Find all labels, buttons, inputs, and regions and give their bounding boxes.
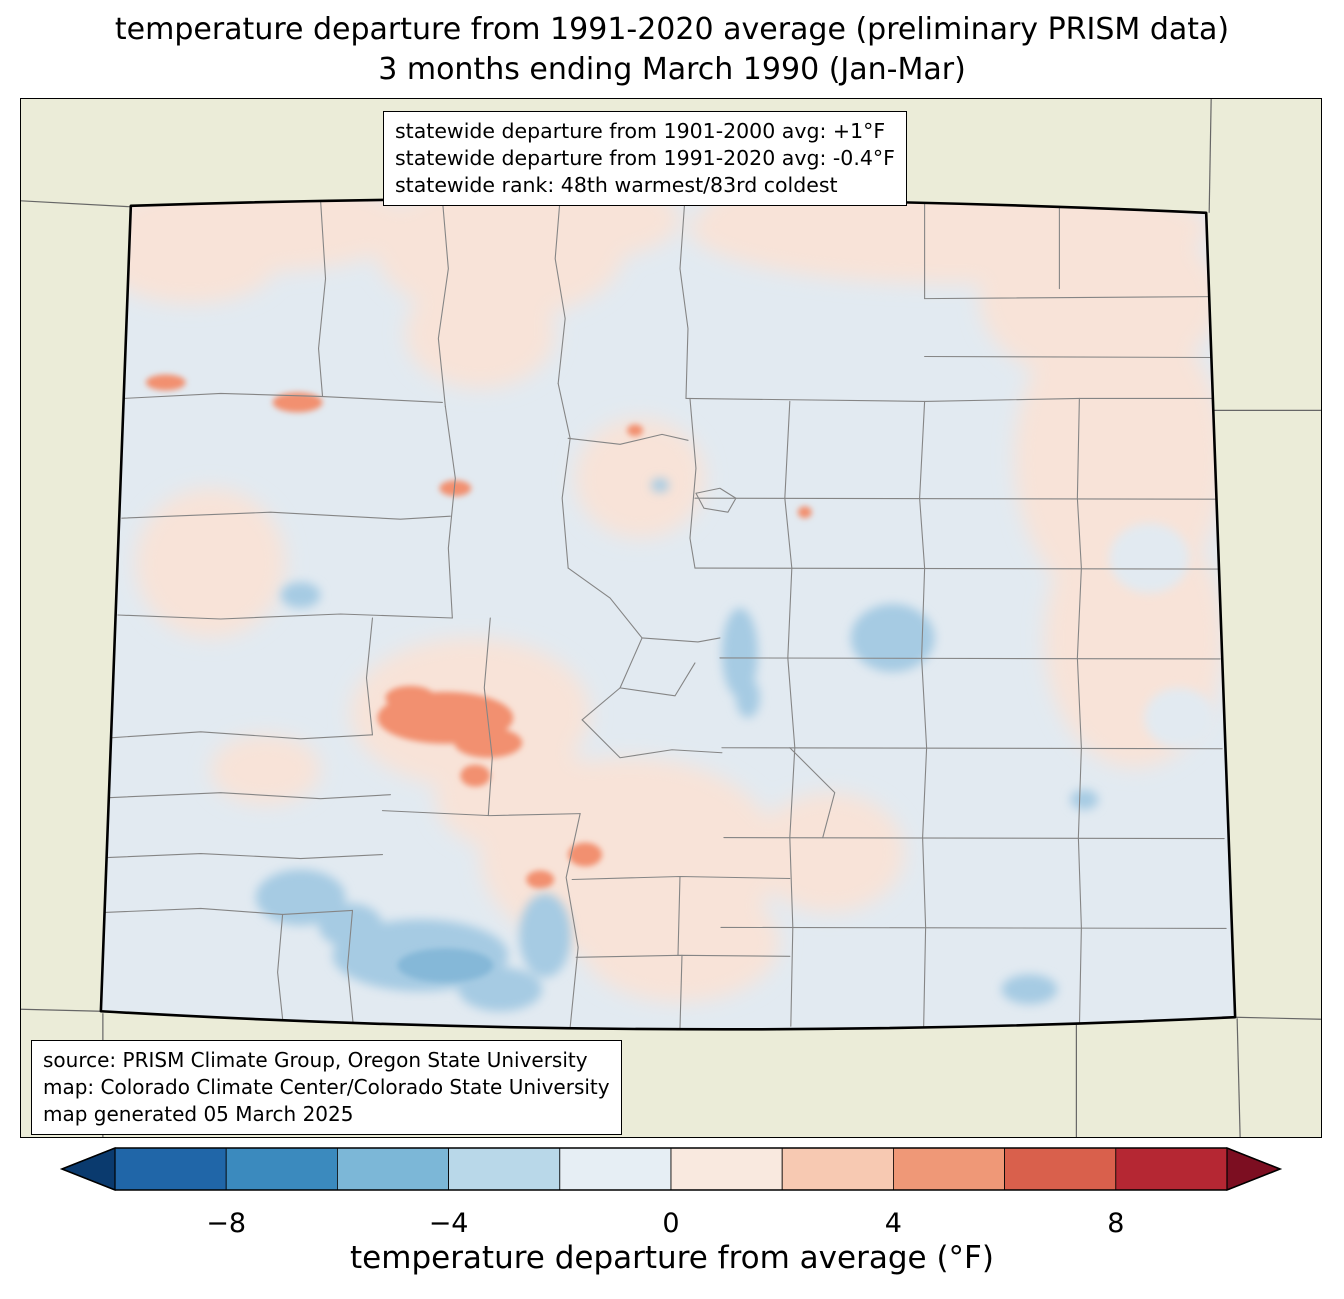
page-title-line2: 3 months ending March 1990 (Jan-Mar) [378, 52, 966, 87]
county-boundaries [104, 198, 1227, 1030]
deep-cool-patches [397, 948, 494, 983]
colorbar-segment [448, 1147, 561, 1191]
colorbar-segment [559, 1147, 672, 1191]
colorbar-tick-label: 0 [662, 1208, 679, 1239]
strong-warm-patches [145, 374, 812, 889]
map-canvas [21, 99, 1321, 1137]
colorbar-tick-label: −8 [206, 1208, 246, 1239]
colorbar-segment [336, 1147, 449, 1191]
stats-line-1: statewide departure from 1901-2000 avg: … [395, 119, 886, 143]
colorbar-segment [1004, 1147, 1117, 1191]
source-attribution-box: source: PRISM Climate Group, Oregon Stat… [31, 1040, 622, 1135]
source-line-3: map generated 05 March 2025 [43, 1102, 354, 1126]
colorbar-segment [781, 1147, 894, 1191]
colorbar-tick-label: −4 [429, 1208, 469, 1239]
colorbar-left-arrow [60, 1147, 116, 1191]
colorbar-tick-label: 8 [1107, 1208, 1124, 1239]
colorbar-right-arrow [1226, 1147, 1282, 1191]
colorbar-segment [893, 1147, 1006, 1191]
neutral-spots [1109, 523, 1215, 748]
neighbor-state-borders [21, 99, 1321, 1137]
stats-line-2: statewide departure from 1991-2020 avg: … [395, 146, 895, 170]
colorado-fill-layers [100, 198, 1236, 1030]
colorbar-tick-label: 4 [885, 1208, 902, 1239]
source-line-2: map: Colorado Climate Center/Colorado St… [43, 1075, 610, 1099]
colorbar-segment [670, 1147, 783, 1191]
page-title-line1: temperature departure from 1991-2020 ave… [114, 12, 1230, 47]
source-line-1: source: PRISM Climate Group, Oregon Stat… [43, 1048, 588, 1072]
colorbar-segment [225, 1147, 338, 1191]
map-frame [20, 98, 1322, 1138]
colorbar-segment [114, 1147, 227, 1191]
colorbar-outline [59, 1147, 1283, 1191]
colorbar-container: −8 −4 0 4 8 [0, 1140, 1344, 1240]
colorbar-segment [1115, 1147, 1228, 1191]
colorbar-axis-label: temperature departure from average (°F) [350, 1240, 994, 1276]
colorbar: −8 −4 0 4 8 [59, 1147, 1283, 1239]
stats-line-3: statewide rank: 48th warmest/83rd coldes… [395, 173, 838, 197]
statewide-stats-box: statewide departure from 1901-2000 avg: … [383, 111, 907, 206]
